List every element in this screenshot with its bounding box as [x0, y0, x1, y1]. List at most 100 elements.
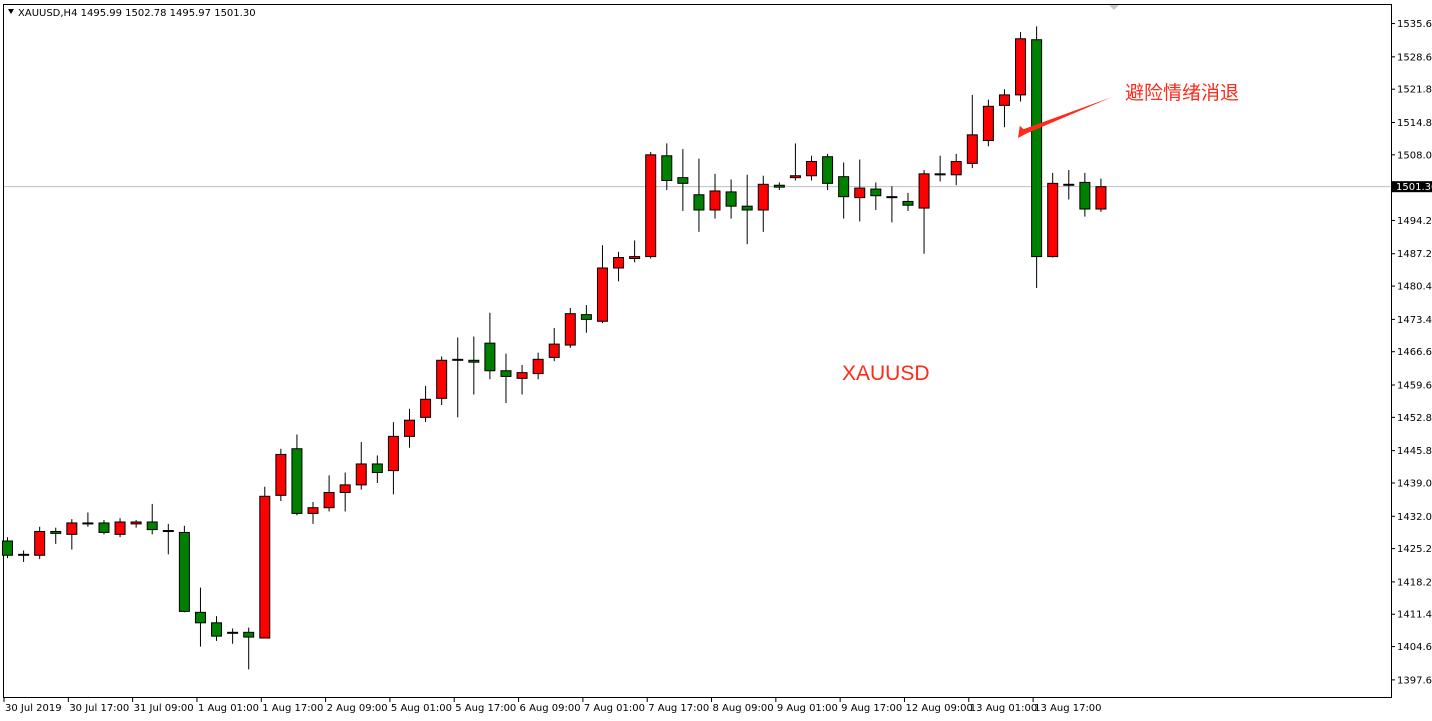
annotation-arrow [1018, 97, 1112, 138]
candle-body [596, 267, 608, 322]
candle [98, 520, 110, 535]
candle-body [966, 134, 978, 164]
candle-body [436, 359, 448, 399]
candle-body [404, 419, 415, 437]
x-tick-label: 30 Jul 17:00 [69, 703, 129, 714]
y-tick-label: 1508.00 [1397, 150, 1432, 161]
candle [532, 352, 544, 380]
candle-body [291, 448, 303, 514]
x-tick-label: 1 Aug 01:00 [198, 703, 259, 714]
candle [339, 472, 351, 512]
candle-body [211, 622, 223, 637]
y-tick-label: 1466.60 [1397, 347, 1432, 358]
candle [1095, 178, 1107, 212]
candle-body [645, 154, 657, 258]
candle-body [162, 530, 174, 533]
candle [548, 327, 560, 362]
candle-body [275, 453, 287, 496]
x-tick-label: 1 Aug 17:00 [262, 703, 323, 714]
candle [596, 245, 608, 324]
candle-body [114, 521, 126, 535]
candle-body [532, 358, 544, 375]
candle-body [355, 463, 367, 486]
candle-body [243, 631, 255, 638]
x-tick-label: 8 Aug 09:00 [713, 703, 774, 714]
candle-body [484, 342, 496, 372]
candle [211, 616, 223, 641]
candle-body [613, 257, 625, 269]
x-tick-label: 12 Aug 09:00 [905, 703, 972, 714]
x-tick-label: 7 Aug 01:00 [584, 703, 645, 714]
candle-body [420, 398, 432, 418]
y-tick-label: 1459.60 [1397, 381, 1432, 392]
candle [114, 518, 126, 538]
candle-body [387, 435, 399, 472]
candle [194, 587, 206, 647]
candle-body [516, 372, 528, 379]
candle-body [677, 177, 689, 184]
candle [2, 537, 13, 559]
y-tick-label: 1535.60 [1397, 19, 1432, 30]
x-tick-label: 5 Aug 01:00 [391, 703, 452, 714]
y-tick-label: 1397.60 [1397, 675, 1432, 686]
x-tick-label: 6 Aug 09:00 [520, 703, 581, 714]
candle-body [822, 156, 834, 184]
y-tick-label: 1404.60 [1397, 642, 1432, 653]
x-tick-label: 30 Jul 2019 [5, 703, 62, 714]
candle [757, 175, 769, 232]
candle-body [661, 155, 673, 181]
x-tick-label: 2 Aug 09:00 [327, 703, 388, 714]
candle [34, 526, 46, 560]
candle-body [371, 463, 383, 474]
chart-shift-icon[interactable] [1109, 5, 1119, 10]
x-tick-label: 7 Aug 17:00 [648, 703, 709, 714]
candle [323, 475, 335, 512]
candle [420, 385, 432, 423]
candle-body [725, 191, 737, 207]
x-tick-label: 13 Aug 17:00 [1034, 703, 1101, 714]
x-tick-label: 5 Aug 17:00 [455, 703, 516, 714]
candle [854, 159, 866, 222]
candle-body [323, 491, 335, 509]
candle [82, 512, 94, 527]
candle-body [548, 343, 560, 358]
candle [886, 186, 898, 223]
candle [452, 337, 464, 418]
y-tick-label: 1439.00 [1397, 478, 1432, 489]
candle-body [1015, 38, 1027, 96]
dropdown-arrow-icon[interactable] [8, 9, 14, 14]
y-tick-label: 1514.80 [1397, 118, 1432, 129]
candle [178, 525, 190, 613]
candle-body [693, 194, 705, 211]
candle [227, 628, 239, 644]
y-tick-label: 1418.20 [1397, 577, 1432, 588]
candle [661, 143, 673, 191]
candle [822, 153, 834, 191]
y-tick-label: 1445.80 [1397, 446, 1432, 457]
candle-body [982, 105, 994, 142]
candle-body [259, 495, 271, 639]
candle [50, 527, 62, 544]
candle [918, 170, 930, 254]
candle [516, 365, 528, 395]
candle [275, 448, 287, 502]
candle [500, 353, 512, 404]
candle [902, 192, 914, 211]
y-tick-label: 1411.40 [1397, 610, 1432, 621]
candle-body [564, 313, 576, 346]
candle [629, 240, 641, 263]
candle [725, 179, 737, 219]
candle-body [629, 256, 641, 259]
candle-body [709, 190, 721, 211]
candle [645, 151, 657, 259]
candle [387, 422, 399, 495]
annotation-text: 避险情绪消退 [1125, 82, 1239, 104]
y-tick-label: 1494.20 [1397, 216, 1432, 227]
candle [1015, 32, 1027, 102]
candle-body [886, 196, 898, 199]
candle [1031, 26, 1043, 288]
candle [66, 519, 78, 550]
x-axis: 30 Jul 2019 30 Jul 17:00 31 Jul 09:00 1 Aug… [3, 697, 1102, 714]
